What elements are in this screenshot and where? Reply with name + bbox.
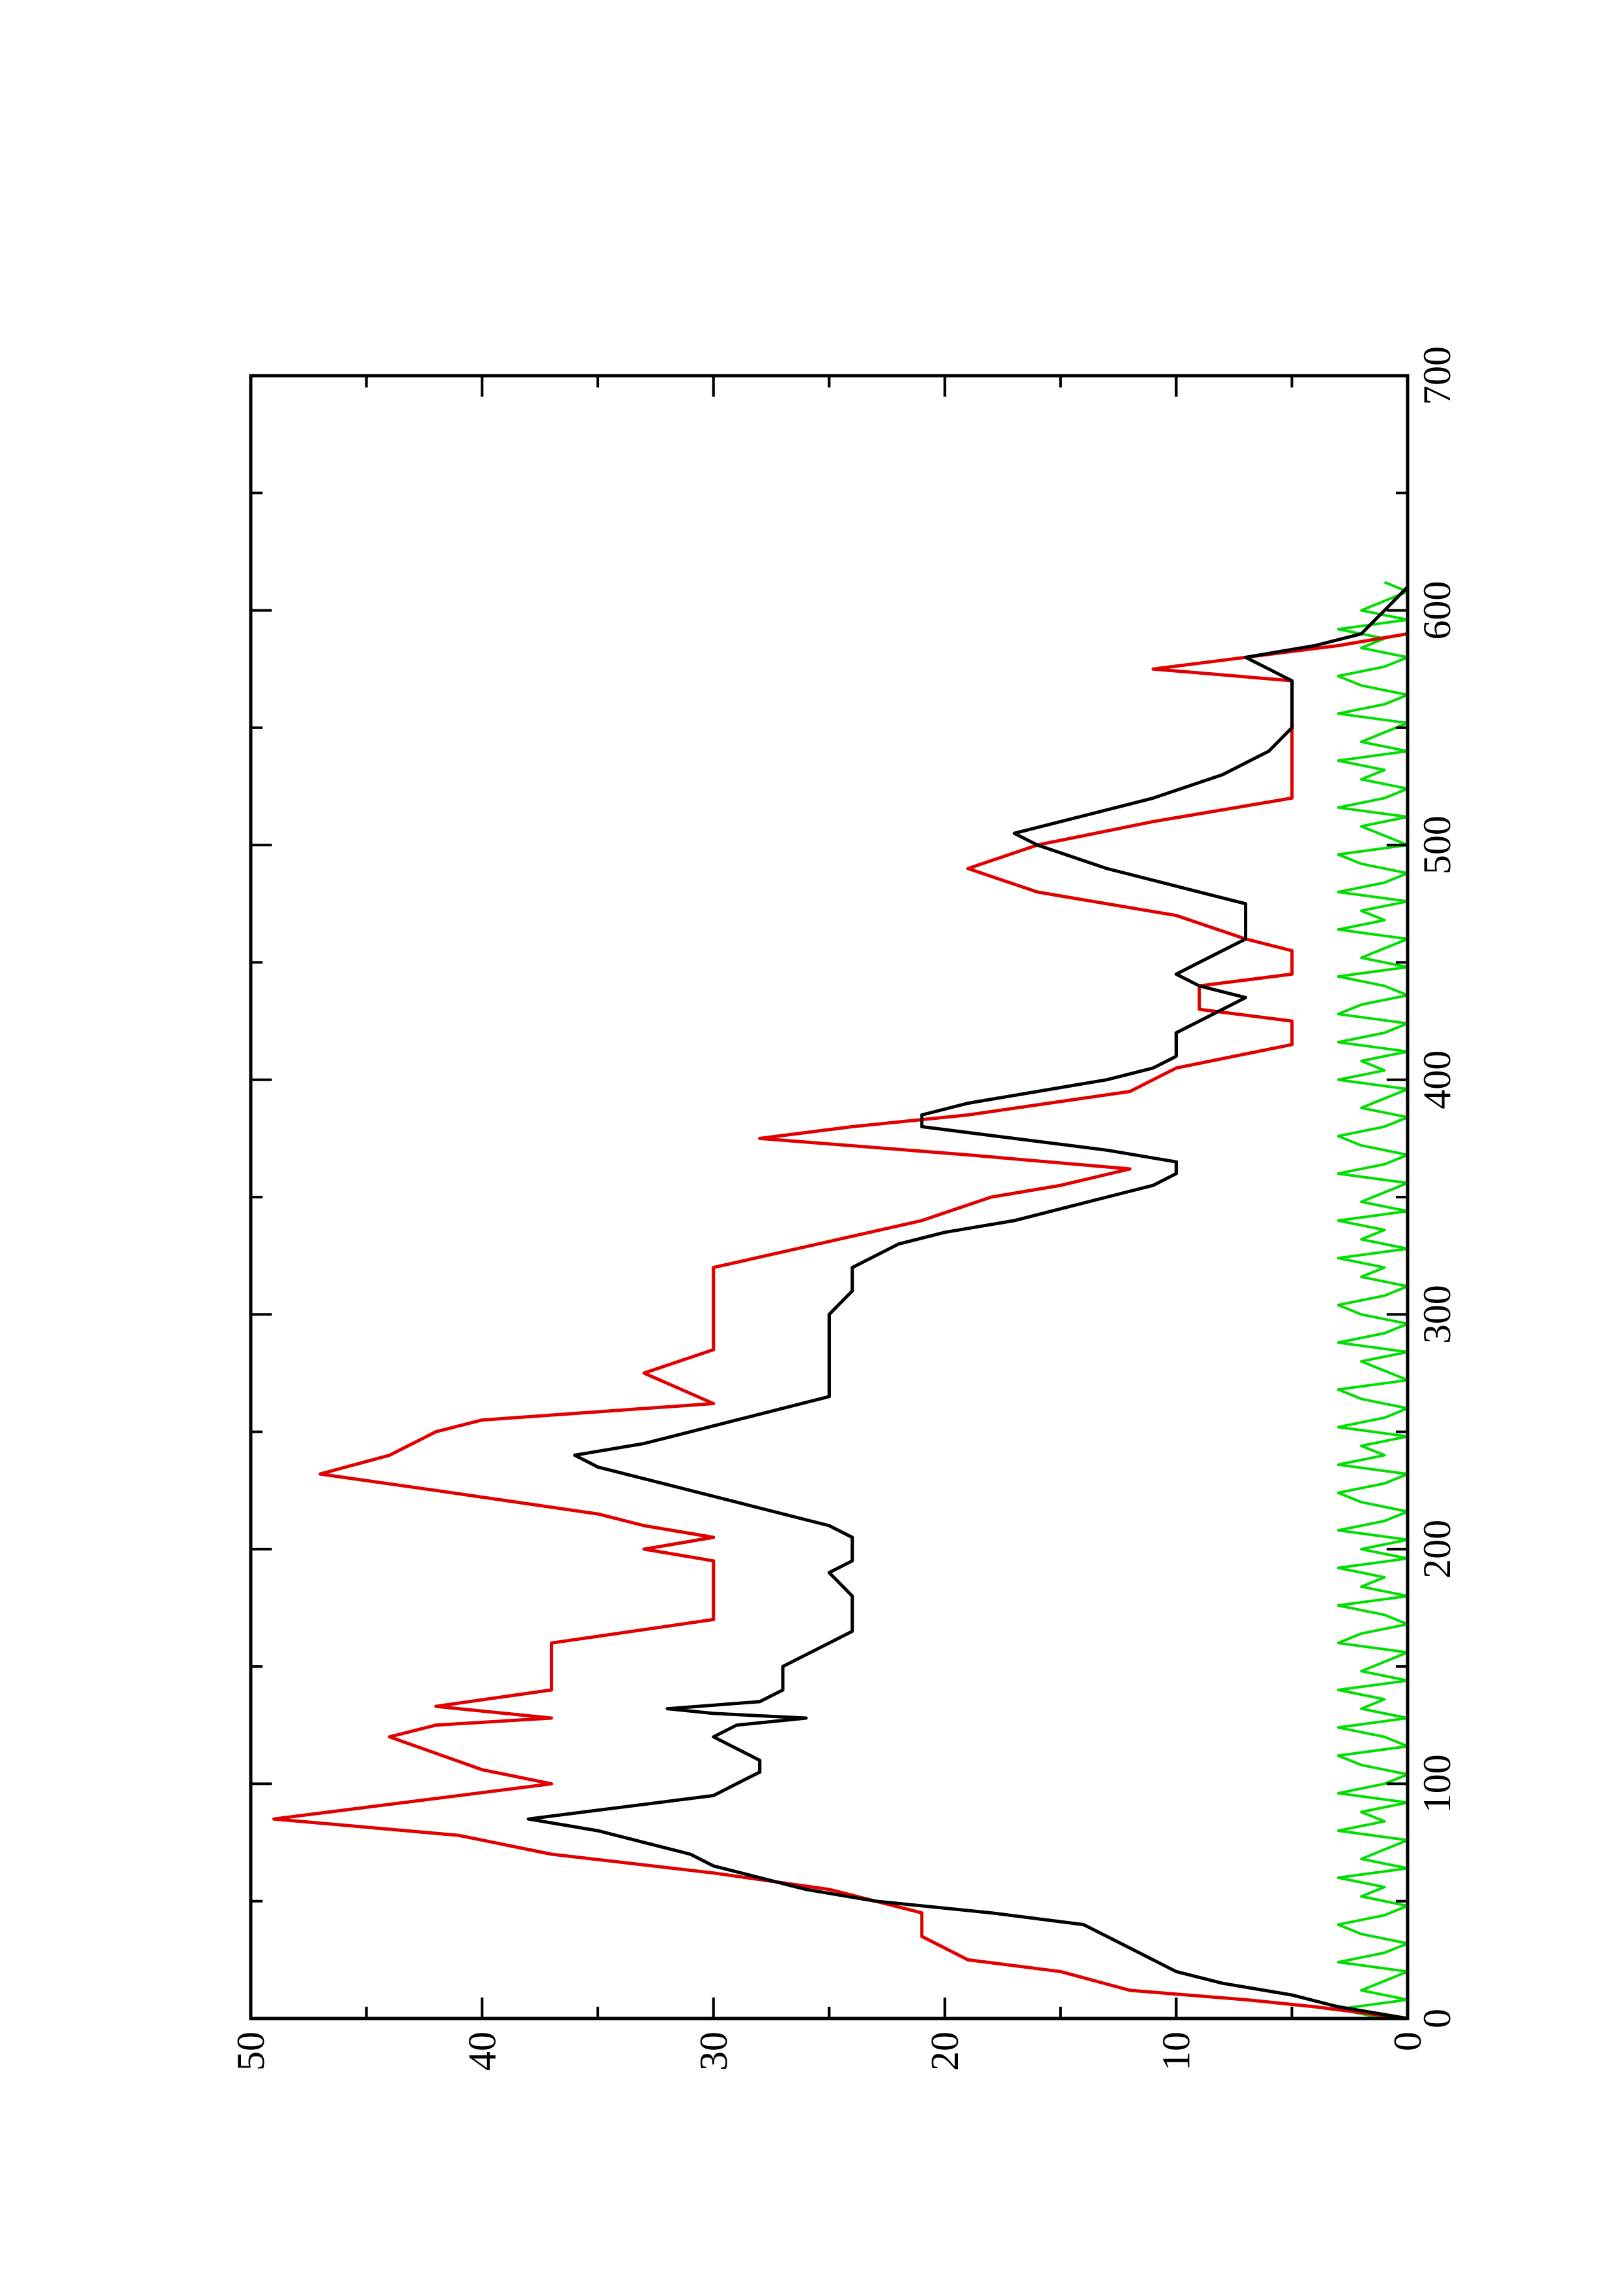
y-tick-label-40: 40: [460, 2032, 503, 2071]
y-tick-label-10: 10: [1155, 2032, 1198, 2071]
y-tick-label-20: 20: [923, 2032, 966, 2071]
series-line-2: [526, 585, 1409, 2020]
x-tick-label-100: 100: [1415, 1754, 1459, 1813]
x-tick-label-200: 200: [1415, 1520, 1459, 1579]
plot-frame: [249, 374, 1410, 2020]
x-tick-label-300: 300: [1415, 1285, 1459, 1344]
x-tick-label-500: 500: [1415, 816, 1459, 874]
series-line-1: [272, 632, 1408, 2020]
x-tick-label-400: 400: [1415, 1050, 1459, 1109]
y-tick-label-30: 30: [692, 2032, 735, 2071]
series-line-3: [1337, 581, 1409, 2020]
tick-labels-layer: 0 100 200 300 400 500 600 700 0 10 20 30 40 50: [229, 346, 1459, 2071]
series-layer: [272, 581, 1409, 2020]
x-tick-label-0: 0: [1415, 2009, 1459, 2028]
y-tick-label-0: 0: [1386, 2032, 1429, 2051]
x-tick-label-700: 700: [1415, 346, 1459, 405]
x-tick-label-600: 600: [1415, 581, 1459, 640]
y-tick-label-50: 50: [229, 2032, 272, 2071]
